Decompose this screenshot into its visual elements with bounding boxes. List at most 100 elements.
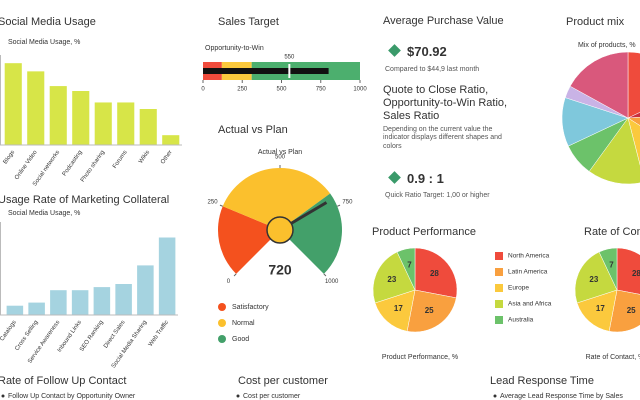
x-tick-label: 1000 [353, 87, 367, 93]
x-tick-label: Catalogs [0, 320, 18, 343]
kpi-value: 0.9 : 1 [407, 171, 444, 186]
gauge-sector [222, 168, 331, 230]
x-tick-label: Blogs [3, 150, 17, 166]
bar [4, 63, 22, 145]
tick-label: 1000 [325, 279, 339, 285]
bar [137, 265, 154, 315]
bar [162, 135, 180, 145]
x-tick-label: Forums [112, 150, 129, 170]
pie-slice [406, 289, 457, 333]
bar [72, 91, 90, 145]
tick-mark [233, 273, 237, 277]
chart-subtitle: Mix of products, % [578, 42, 636, 49]
pie-slice [598, 247, 618, 291]
bar [28, 302, 45, 315]
legend-marker [495, 268, 503, 276]
pie-slice [574, 251, 618, 304]
chart-subtitle: Opportunity-to-Win [205, 45, 264, 52]
bar [117, 102, 135, 145]
bar [158, 237, 176, 315]
chart-subtitle: Rate of Contact, % [586, 354, 640, 361]
bar [94, 102, 112, 145]
tick-mark [219, 204, 223, 207]
bar [27, 71, 45, 145]
panel-subtitle: Average Lead Response Time by Sales [500, 393, 623, 400]
bullet-dot [1, 394, 5, 398]
chart-subtitle: Actual vs Plan [258, 149, 302, 156]
legend-label: Asia and Africa [508, 301, 552, 308]
chart-subtitle: Social Media Usage, % [8, 39, 80, 46]
panel-title: Lead Response Time [490, 375, 594, 387]
x-tick-label: Wikis [138, 150, 151, 165]
legend-label: Good [232, 336, 249, 343]
tick-mark [323, 273, 327, 277]
tick-label: 750 [342, 200, 353, 206]
legend-marker [495, 316, 503, 324]
x-tick-label: Podcasting [62, 150, 84, 178]
pie-slice [588, 117, 640, 185]
bar [49, 86, 67, 145]
slice-label: 25 [425, 306, 434, 315]
slice-label: 17 [394, 304, 403, 313]
measure-bar [203, 68, 329, 74]
slice-label: 7 [609, 261, 614, 270]
chart-subtitle: Social Media Usage, % [8, 210, 80, 217]
gauge-sector [218, 206, 280, 274]
x-tick-label: Other [160, 150, 174, 166]
legend-label: North America [508, 253, 550, 260]
bullet-dot [236, 394, 240, 398]
x-tick-label: SEO Ranking [79, 320, 105, 353]
pie-slice [569, 51, 629, 119]
x-tick-label: Cross Selling [14, 320, 39, 352]
slice-label: 23 [589, 275, 598, 284]
bar [50, 290, 67, 315]
bar [71, 290, 89, 315]
legend-label: Australia [508, 317, 534, 324]
bar [6, 305, 24, 315]
chart-title: Product Performance [372, 226, 476, 238]
panel-title: Cost per customer [238, 375, 328, 387]
x-tick-label: 500 [276, 87, 287, 93]
kpi-title: Average Purchase Value [383, 15, 504, 27]
x-tick-label: Photo sharing [80, 150, 106, 184]
panel-subtitle: Cost per customer [243, 393, 301, 400]
bar [93, 287, 111, 315]
pie-slice [372, 251, 416, 304]
legend-label: Europe [508, 285, 529, 292]
chart-title: Usage Rate of Marketing Collateral [0, 194, 169, 206]
tick-label: 0 [227, 279, 231, 285]
pie-slice [576, 289, 618, 332]
bar [139, 109, 157, 145]
legend-label: Normal [232, 320, 255, 327]
gauge-sector [280, 193, 343, 274]
tick-label: 500 [275, 155, 286, 161]
kpi-description: Depending on the current value the indic… [383, 126, 502, 150]
slice-label: 25 [627, 306, 636, 315]
tick-label: 250 [208, 200, 219, 206]
legend-marker [495, 300, 503, 308]
target-label: 550 [284, 55, 295, 61]
pie-slice [414, 247, 458, 299]
chart-title: Product mix [566, 16, 625, 28]
slice-label: 28 [430, 269, 439, 278]
chart-title: Social Media Usage [0, 16, 96, 28]
legend-marker [218, 335, 226, 343]
pie-slice [627, 51, 640, 119]
kpi-value: $70.92 [407, 44, 447, 59]
x-tick-label: 250 [237, 87, 248, 93]
pie-slice [396, 247, 416, 291]
slice-label: 28 [632, 269, 640, 278]
legend-marker [495, 252, 503, 260]
x-tick-label: Web Traffic [148, 320, 170, 348]
x-tick-label: Online Video [14, 149, 39, 181]
pie-slice [608, 289, 640, 333]
panel-subtitle: Follow Up Contact by Opportunity Owner [8, 393, 136, 400]
legend-label: Latin America [508, 269, 548, 276]
kpi-note: Quick Ratio Target: 1,00 or higher [385, 192, 490, 199]
x-tick-label: 0 [201, 87, 205, 93]
legend-marker [218, 303, 226, 311]
slice-label: 7 [407, 261, 412, 270]
chart-title: Actual vs Plan [218, 124, 288, 136]
